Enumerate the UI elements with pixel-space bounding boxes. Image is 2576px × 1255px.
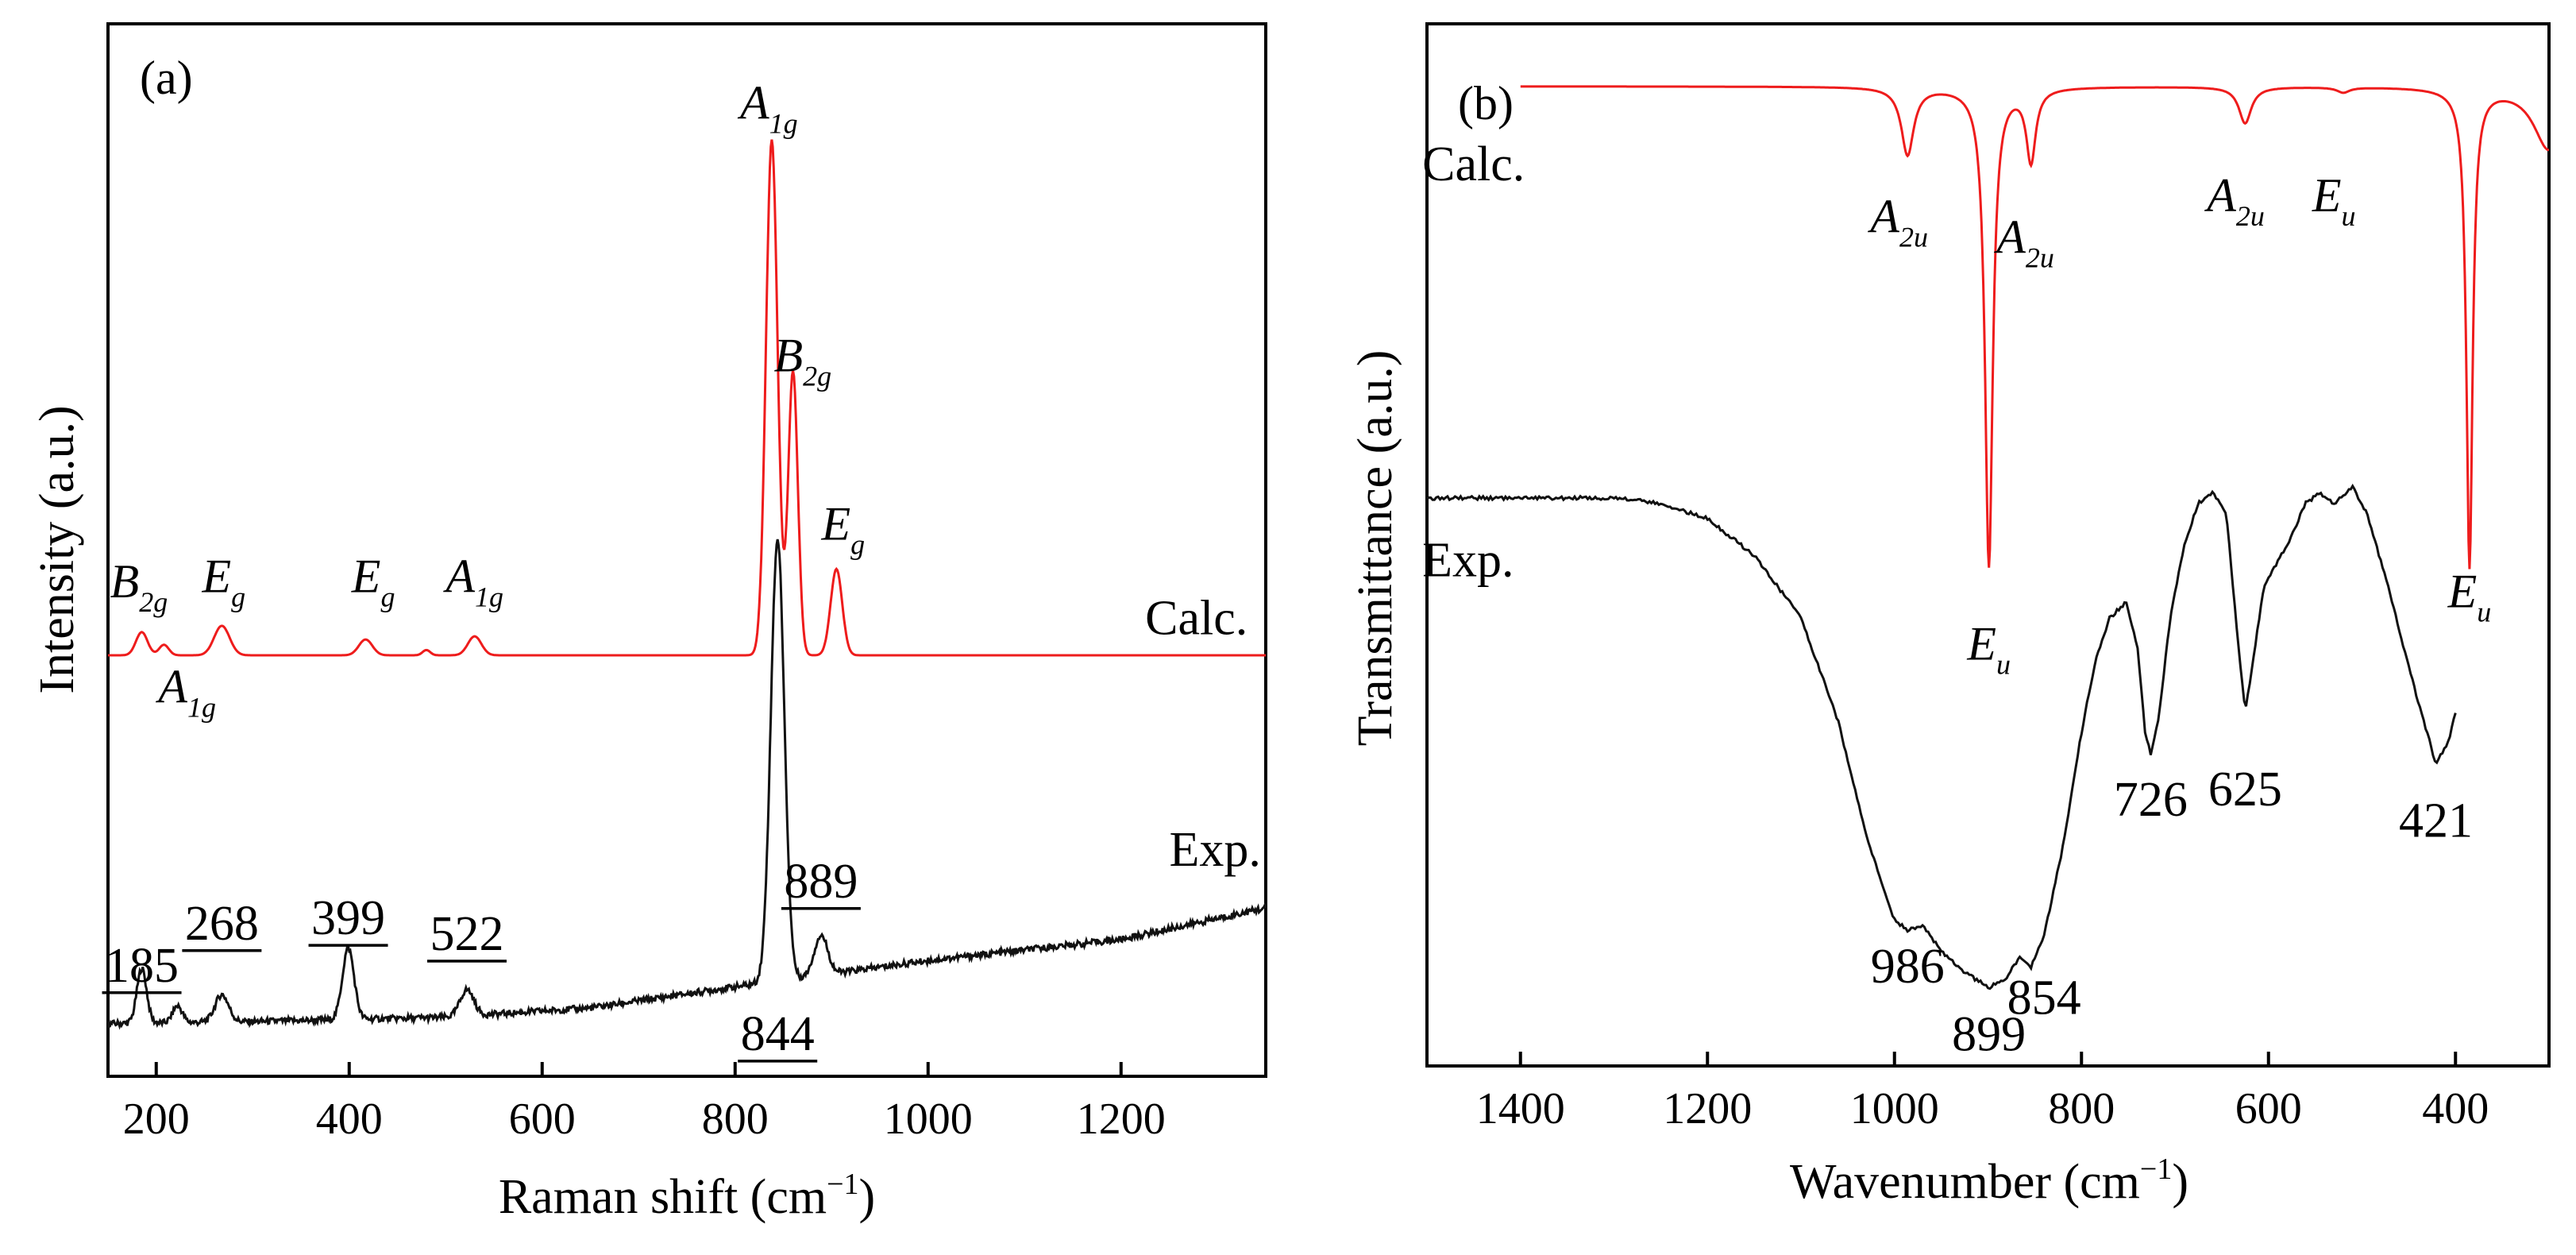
mode-label: B2g (773, 329, 831, 392)
panel-b-x-axis: 1400 1200 1000 800 600 400 (1476, 1052, 2489, 1133)
mode-label: A1g (442, 550, 503, 613)
panel-b-y-axis-label: Transmittance (a.u.) (1348, 350, 1402, 747)
series-label: Calc. (1145, 592, 1248, 646)
peak-value-label: 889 (784, 855, 858, 909)
calc-series-line (1520, 85, 2550, 570)
peak-value-label: 899 (1952, 1007, 2026, 1061)
panel-a-x-axis: 200 400 600 800 1000 1200 (123, 1062, 1166, 1144)
x-tick-label: 400 (316, 1095, 383, 1144)
peak-value-label: 854 (2007, 971, 2081, 1025)
panel-a-x-axis-label: Raman shift (cm−1) (499, 1168, 875, 1224)
x-tick-label: 1400 (1476, 1084, 1565, 1133)
x-tick-label: 1200 (1077, 1095, 1166, 1144)
exp-series-line (1426, 483, 2457, 990)
panel-b-x-axis-label: Wavenumber (cm−1) (1790, 1153, 2188, 1209)
x-tick-label: 1000 (1850, 1084, 1939, 1133)
peak-value-label: 421 (2399, 794, 2473, 848)
panel-b-plot-frame (1425, 22, 2551, 1068)
panel-b-series (1426, 85, 2550, 990)
series-label: Exp. (1422, 533, 1514, 587)
peak-value-label: 625 (2208, 763, 2282, 817)
x-tick-label: 1000 (884, 1095, 973, 1144)
mode-label: B2g (110, 555, 168, 618)
x-tick-label: 800 (2048, 1084, 2115, 1133)
x-tick-label: 600 (509, 1095, 576, 1144)
mode-label: A2u (1993, 211, 2054, 274)
mode-label: Eu (2312, 169, 2356, 232)
panel-b-label: (b) (1458, 77, 1514, 129)
peak-value-label: 522 (430, 907, 503, 961)
panel-a-raman: (a) 200 400 600 800 1000 1200 Raman shift (cm… (30, 22, 1267, 1224)
mode-label: Eu (2447, 566, 2492, 628)
mode-label: A2u (2204, 169, 2265, 232)
panel-a-y-axis-label: Intensity (a.u.) (30, 405, 84, 693)
calc-series-line (108, 139, 1266, 657)
panel-a-series (106, 139, 1267, 1030)
mode-label: A2u (1867, 190, 1928, 253)
mode-label: Eg (821, 497, 866, 560)
peak-value-label: 399 (311, 891, 385, 945)
panel-a-label: (a) (140, 52, 193, 104)
mode-label: Eg (351, 550, 395, 613)
x-tick-label: 200 (123, 1095, 190, 1144)
peak-value-label: 844 (741, 1007, 815, 1061)
mode-label: Eg (201, 550, 245, 613)
peak-value-label: 268 (185, 897, 259, 951)
panel-a-plot-frame (106, 22, 1267, 1078)
peak-value-label: 185 (105, 939, 179, 993)
mode-label: Eu (1966, 617, 2011, 680)
x-tick-label: 800 (702, 1095, 769, 1144)
x-tick-label: 400 (2422, 1084, 2489, 1133)
x-tick-label: 1200 (1663, 1084, 1752, 1133)
mode-label: A1g (155, 661, 216, 724)
panel-b-ir: (b) 1400 1200 1000 800 600 400 Wavenumber (cm… (1348, 22, 2551, 1209)
x-tick-label: 600 (2235, 1084, 2302, 1133)
peak-value-label: 986 (1871, 940, 1945, 994)
series-label: Exp. (1170, 823, 1261, 877)
peak-value-label: 726 (2114, 773, 2188, 827)
series-label: Calc. (1422, 137, 1525, 191)
exp-series-line (106, 539, 1267, 1030)
mode-label: A1g (737, 76, 798, 139)
